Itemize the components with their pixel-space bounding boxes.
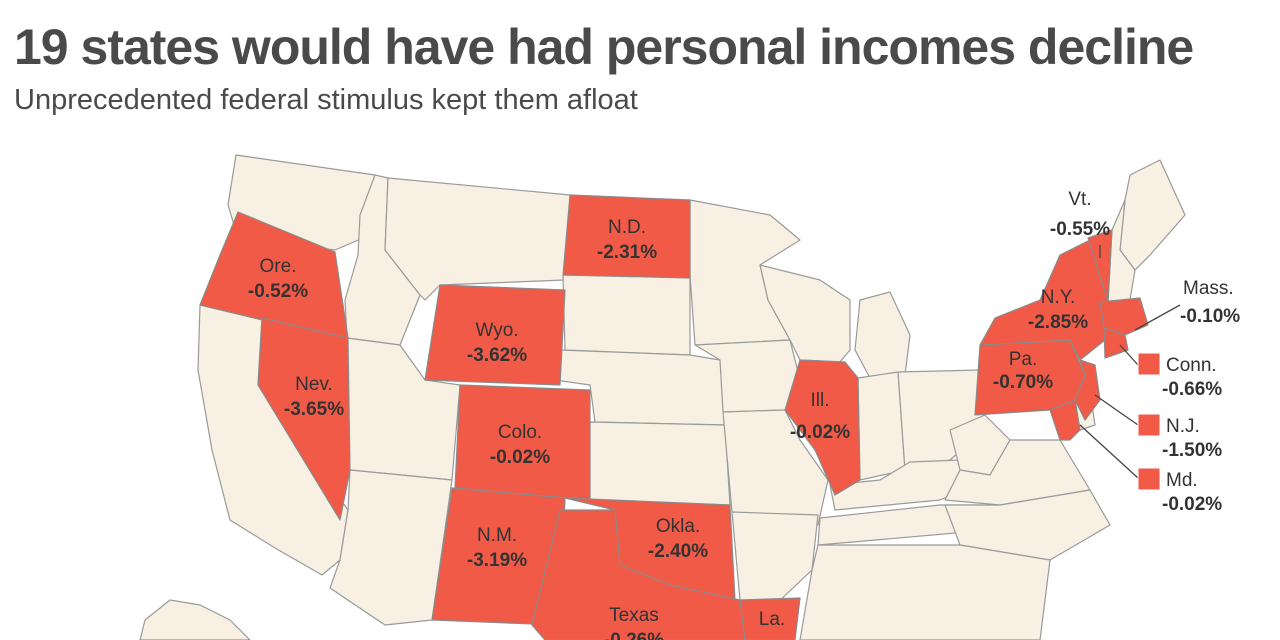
label-ny-name: N.Y. (1041, 287, 1076, 308)
label-ill-name: Ill. (811, 390, 830, 411)
state-maryland[interactable] (1049, 399, 1081, 441)
state-alaska-placeholder (139, 599, 251, 640)
label-nj-value: -1.50% (1162, 440, 1222, 461)
state-south-dakota (562, 274, 691, 356)
label-mass-name: Mass. (1183, 278, 1234, 299)
label-conn-value: -0.66% (1162, 379, 1222, 400)
label-ny-value: -2.85% (1028, 312, 1088, 333)
label-nev-value: -3.65% (284, 399, 344, 420)
state-mississippi-alabama-georgia (799, 544, 1051, 640)
state-wyoming[interactable] (424, 284, 566, 386)
label-pa-value: -0.70% (993, 372, 1053, 393)
state-massachusetts[interactable] (1099, 297, 1149, 336)
label-nev-name: Nev. (295, 374, 333, 395)
label-wyo-value: -3.62% (467, 345, 527, 366)
leader-md (1079, 424, 1139, 479)
state-indiana (857, 371, 906, 481)
state-virginia (944, 439, 1091, 506)
leader-mass (1134, 304, 1181, 331)
label-nm-value: -3.19% (467, 550, 527, 571)
label-colo-value: -0.02% (490, 447, 550, 468)
label-conn-name: Conn. (1166, 355, 1217, 376)
chart-subtitle: Unprecedented federal stimulus kept them… (14, 84, 638, 116)
leader-nj (1094, 394, 1139, 426)
label-texas-name: Texas (609, 605, 659, 626)
state-maine (1119, 159, 1186, 271)
label-pa-name: Pa. (1009, 349, 1038, 370)
label-nm-name: N.M. (477, 525, 517, 546)
label-mass-value: -0.10% (1180, 306, 1240, 327)
label-ore-name: Ore. (260, 256, 297, 277)
state-louisiana[interactable] (739, 597, 801, 640)
state-new-jersey[interactable] (1074, 359, 1101, 421)
label-colo-name: Colo. (498, 422, 542, 443)
label-nd-value: -2.31% (597, 242, 657, 263)
state-vermont[interactable] (1087, 229, 1113, 303)
state-kansas (589, 421, 731, 506)
swatch-conn (1137, 352, 1161, 376)
state-nevada[interactable] (257, 317, 351, 521)
state-north-dakota[interactable] (562, 194, 691, 279)
state-arkansas (731, 511, 819, 606)
label-md-value: -0.02% (1162, 494, 1222, 515)
label-okla-name: Okla. (656, 516, 700, 537)
swatch-md (1137, 467, 1161, 491)
state-illinois[interactable] (784, 359, 861, 496)
label-ore-value: -0.52% (248, 281, 308, 302)
label-wyo-name: Wyo. (475, 320, 518, 341)
state-michigan (854, 291, 911, 379)
state-montana (384, 177, 571, 301)
label-vt-value: -0.55% (1050, 219, 1110, 240)
label-ill-value: -0.02% (790, 422, 850, 443)
label-nd-name: N.D. (608, 217, 646, 238)
label-vt-name: Vt. (1068, 189, 1091, 210)
state-arizona (329, 469, 453, 626)
label-md-name: Md. (1166, 470, 1198, 491)
label-texas-value: -0.26% (604, 630, 664, 640)
swatch-nj (1137, 413, 1161, 437)
label-nj-name: N.J. (1166, 416, 1200, 437)
state-connecticut[interactable] (1103, 327, 1129, 359)
leader-conn (1119, 344, 1139, 366)
label-okla-value: -2.40% (648, 541, 708, 562)
label-la-name: La. (759, 609, 785, 630)
chart-title: 19 states would have had personal income… (14, 19, 1194, 75)
